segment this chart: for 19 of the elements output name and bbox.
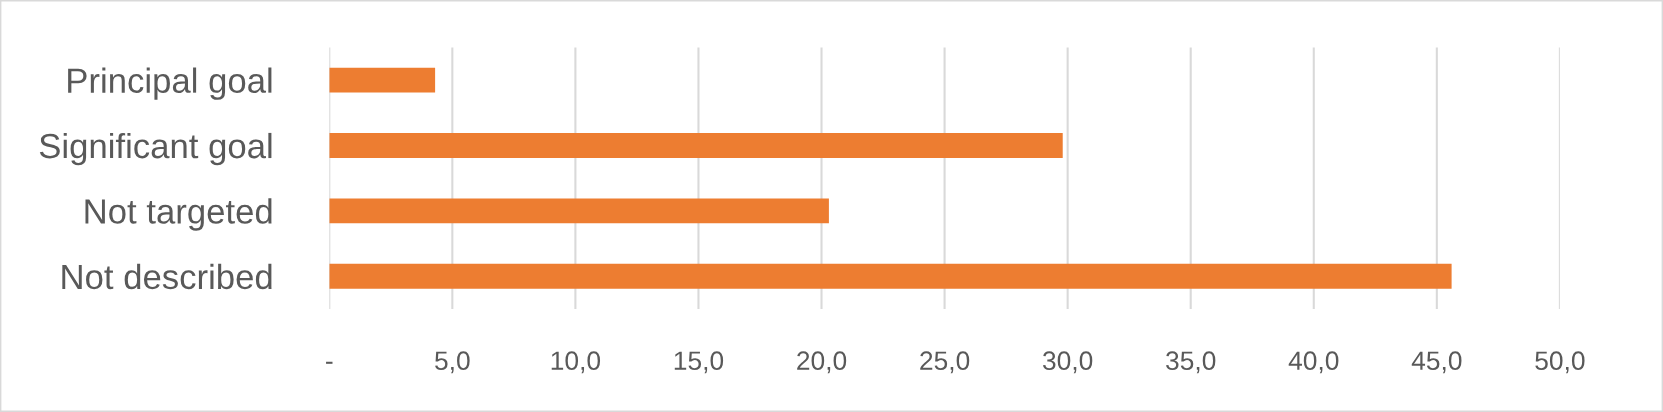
y-tick-label: Significant goal <box>39 132 272 166</box>
x-tick-label: 10,0 <box>551 351 601 374</box>
y-tick-label: Not described <box>62 263 272 290</box>
bar <box>329 198 829 224</box>
bar <box>329 67 436 93</box>
bar <box>329 263 1452 289</box>
x-tick-label: 30,0 <box>1042 351 1093 374</box>
x-tick-label: 35,0 <box>1166 351 1216 374</box>
x-tick-label: 25,0 <box>920 351 970 374</box>
x-tick-label: 45,0 <box>1411 351 1462 374</box>
x-tick-label: 50,0 <box>1535 351 1585 374</box>
x-tick-label: 15,0 <box>674 351 724 374</box>
x-tick-label: 5,0 <box>435 351 470 374</box>
y-tick-label: Not targeted <box>85 198 272 231</box>
x-tick-label: 20,0 <box>797 351 847 374</box>
x-tick-label: 40,0 <box>1288 351 1339 374</box>
y-tick-label: Principal goal <box>68 67 272 100</box>
bar <box>329 133 1063 158</box>
x-tick-label: - <box>326 361 333 364</box>
